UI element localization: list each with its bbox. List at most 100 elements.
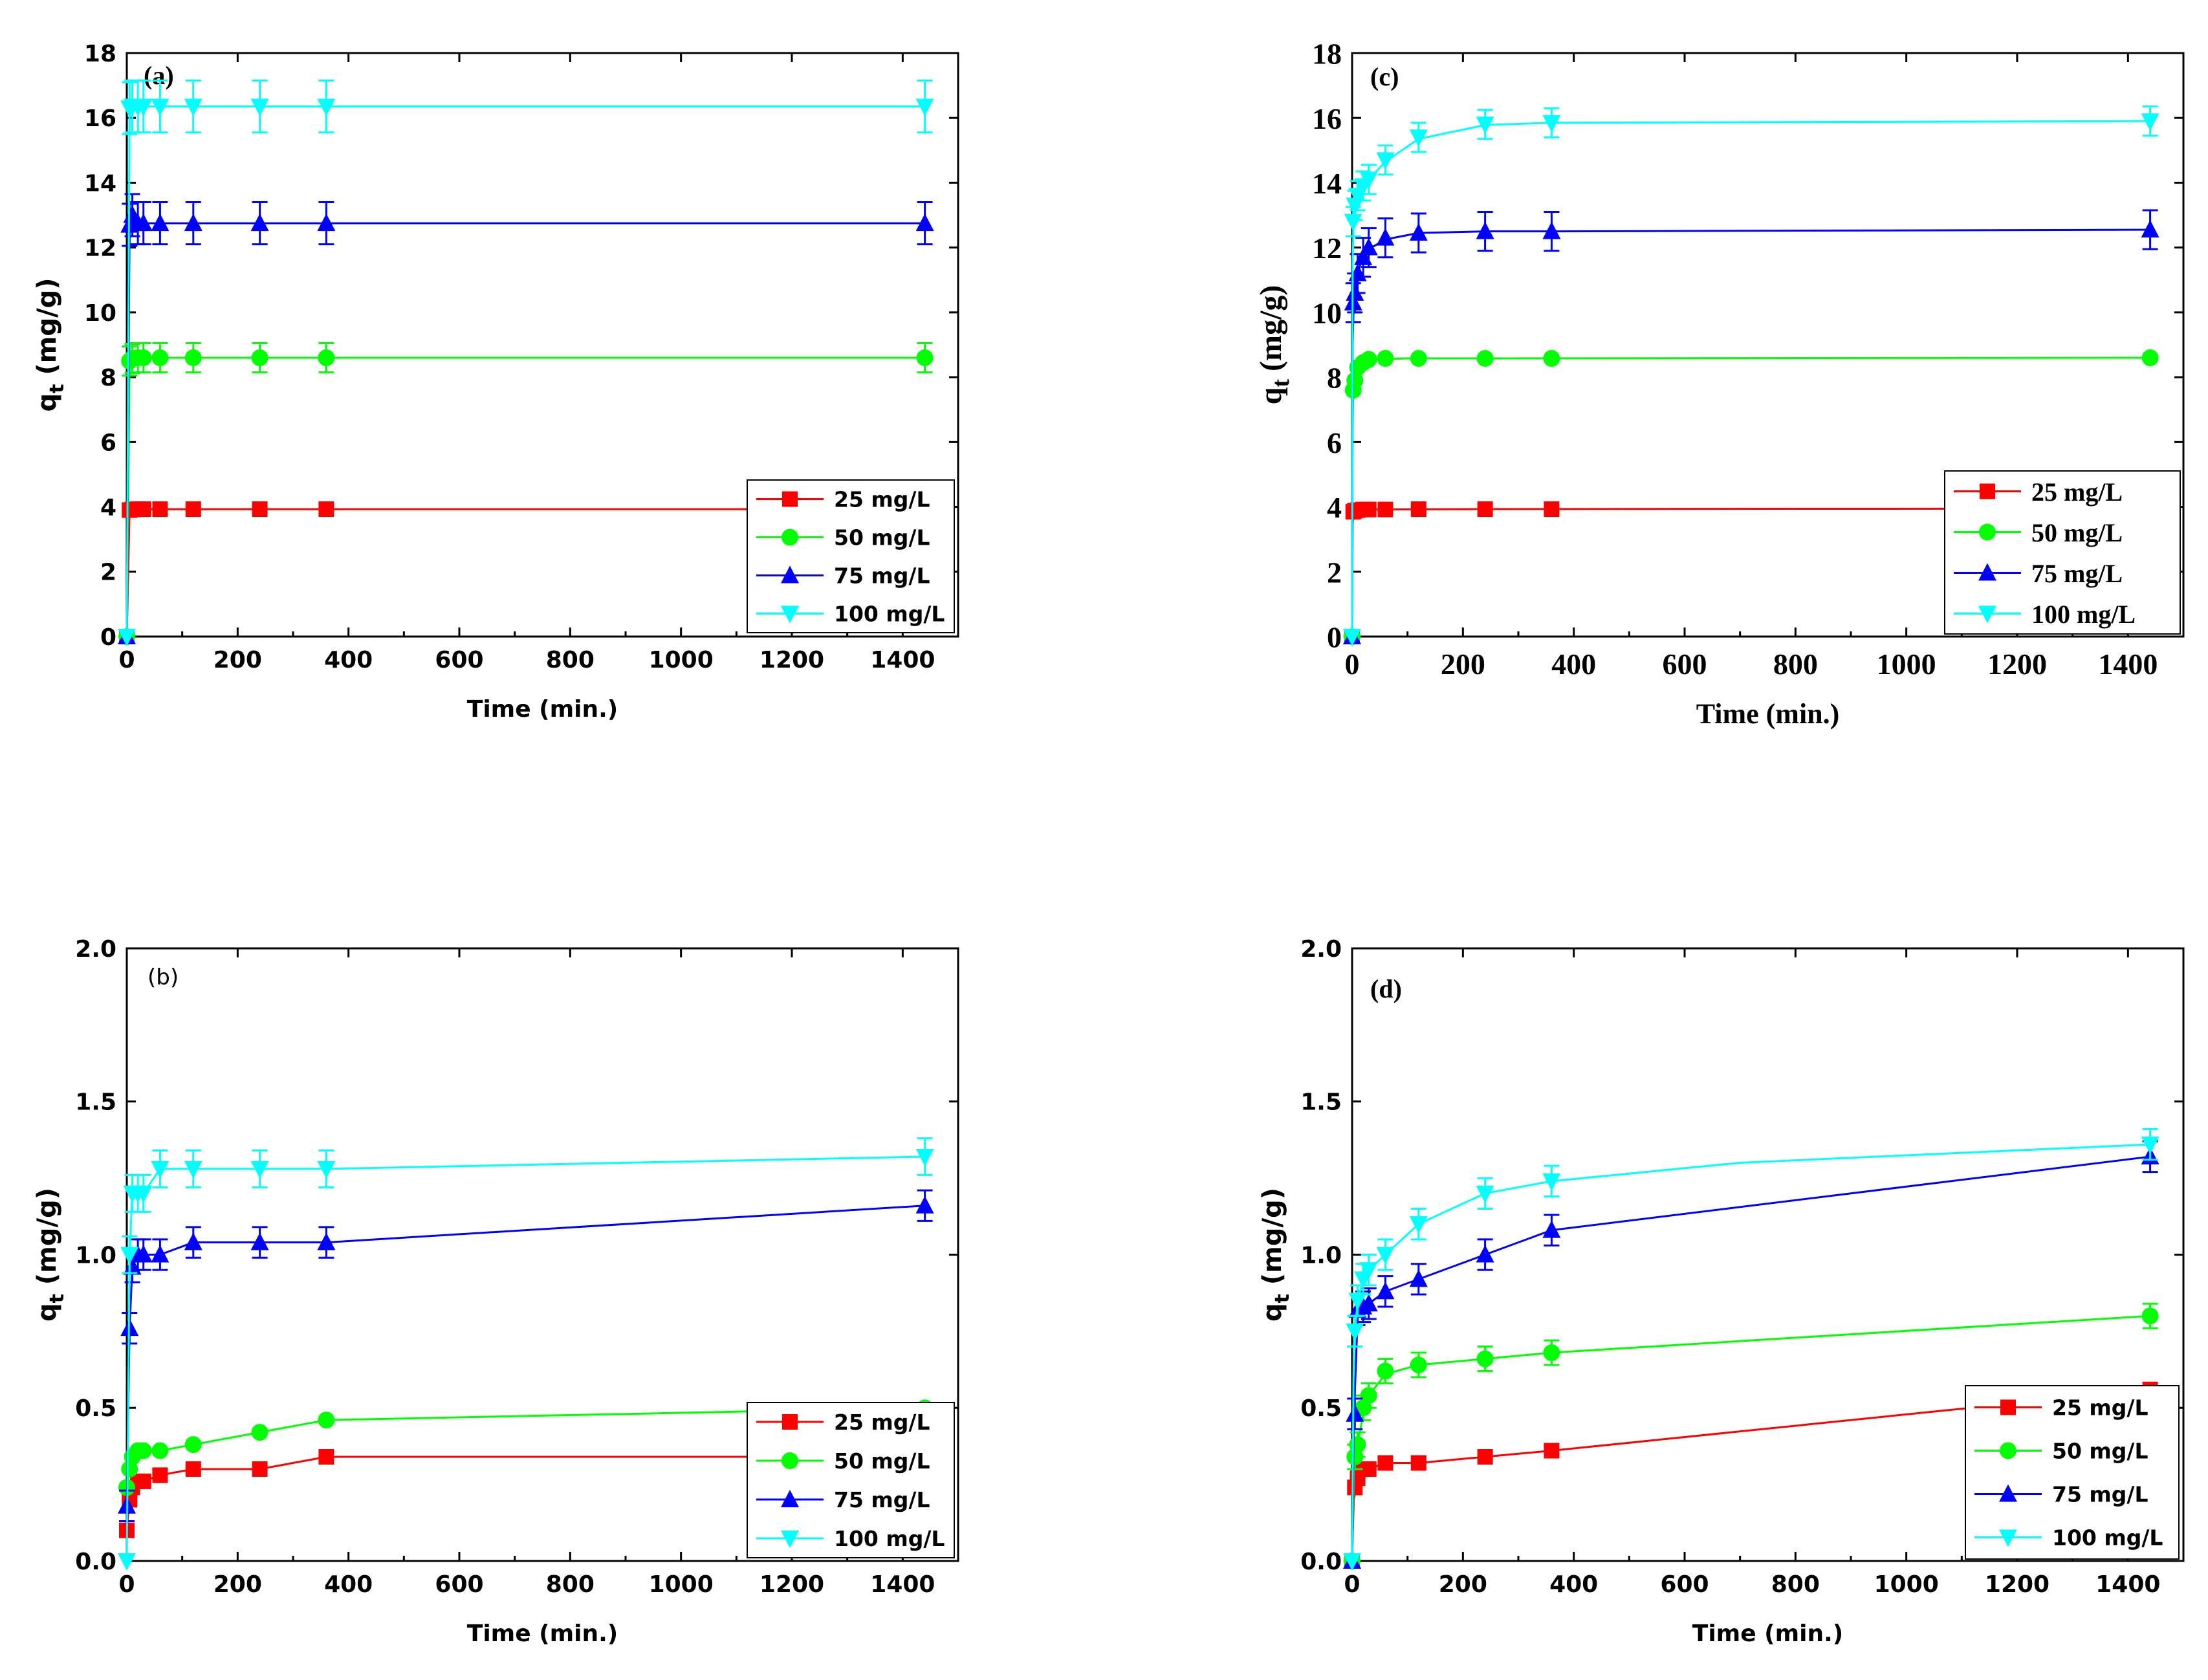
x-tick-label: 600 (435, 647, 483, 673)
y-tick-label: 0 (1327, 621, 1342, 654)
y-tick-label: 2 (1327, 556, 1342, 589)
chart-panel-c: 0 200 400 600 800 1000 1200 1400 0 2 4 6 8 10 12 14 16 18… (1254, 38, 2185, 730)
data-point (318, 349, 335, 367)
legend-marker (781, 605, 799, 624)
data-point (1544, 1443, 1560, 1459)
y-tick-label: 16 (84, 105, 116, 132)
data-point (2141, 1137, 2159, 1155)
x-tick-label: 400 (324, 1571, 373, 1598)
legend-label: 75 mg/L (834, 563, 930, 588)
data-point (2141, 349, 2159, 367)
data-point (135, 349, 152, 367)
data-point (1544, 501, 1560, 518)
data-point (250, 1161, 269, 1179)
data-point (184, 1436, 202, 1454)
legend-label: 50 mg/L (2031, 518, 2123, 547)
series-25-mg-l (1344, 1381, 2158, 1569)
x-tick-label: 0 (1344, 1571, 1360, 1598)
x-tick-label: 200 (1439, 1571, 1487, 1598)
legend-marker (1980, 483, 1995, 499)
legend-label: 25 mg/L (2031, 477, 2123, 507)
data-point (251, 1424, 268, 1441)
data-point (1359, 1294, 1378, 1312)
data-point (1410, 350, 1427, 367)
data-point (2141, 113, 2159, 131)
panel-label: (d) (1370, 974, 1402, 1003)
data-point (1476, 1185, 1494, 1203)
data-point (1377, 501, 1394, 518)
x-tick-label: 1200 (1987, 648, 2047, 681)
data-point (1360, 351, 1377, 368)
data-point (1542, 115, 1561, 133)
data-point (251, 349, 268, 367)
data-point (1410, 501, 1426, 518)
y-tick-label: 1.0 (1300, 1242, 1342, 1269)
data-point (1476, 116, 1494, 135)
data-point (1476, 1245, 1494, 1263)
legend-marker (1979, 523, 1996, 541)
data-point (1376, 1282, 1395, 1300)
x-tick-label: 600 (435, 1571, 483, 1598)
data-point (1542, 221, 1561, 239)
data-point (1543, 350, 1560, 367)
y-axis-label-unit: (mg/g) (32, 278, 62, 384)
data-point (318, 501, 334, 518)
legend-marker (1978, 605, 1996, 624)
y-axis-label-unit: (mg/g) (1258, 1188, 1287, 1294)
legend-marker (782, 529, 798, 546)
y-tick-label: 0.0 (75, 1549, 116, 1575)
y-axis-label-subscript: t (46, 1294, 69, 1303)
y-tick-label: 12 (1312, 232, 1342, 265)
data-point (134, 98, 153, 116)
x-tick-label: 400 (324, 647, 373, 673)
y-tick-label: 6 (1327, 426, 1342, 459)
x-axis-label: Time (min.) (467, 1620, 618, 1647)
data-point (1376, 228, 1395, 246)
y-tick-label: 10 (84, 300, 116, 327)
y-tick-label: 8 (100, 365, 116, 391)
y-tick-label: 0.5 (1300, 1395, 1342, 1422)
data-point (2141, 1307, 2159, 1325)
data-point (134, 213, 153, 232)
data-point (135, 1473, 151, 1489)
data-point (118, 1553, 136, 1571)
x-tick-label: 800 (1771, 1571, 1820, 1598)
x-tick-label: 1000 (1877, 648, 1936, 681)
x-tick-label: 200 (213, 1571, 262, 1598)
data-point (1476, 221, 1494, 239)
y-tick-label: 0.5 (75, 1395, 116, 1422)
data-point (915, 1195, 934, 1214)
chart-panel-d: 0 200 400 600 800 1000 1200 1400 0.0 0.5 1.0 1.5 2.0… (1258, 936, 2185, 1647)
series-75-mg-l (118, 1189, 934, 1522)
legend-label: 25 mg/L (834, 486, 930, 512)
legend-label: 100 mg/L (2031, 600, 2136, 629)
x-tick-label: 0 (118, 1571, 135, 1598)
legend: 25 mg/L 50 mg/L 75 mg/L 100 mg/L (747, 1402, 955, 1558)
data-point (1348, 1293, 1367, 1311)
data-point (1542, 1220, 1561, 1238)
y-tick-label: 18 (1312, 38, 1342, 71)
legend-marker (781, 1490, 799, 1507)
y-axis-label: qt (mg/g) (1258, 1188, 1294, 1322)
x-tick-label: 600 (1663, 648, 1707, 681)
data-point (317, 98, 336, 116)
y-tick-label: 12 (84, 235, 116, 262)
data-point (1477, 501, 1493, 518)
series-100-mg-l (118, 80, 934, 646)
data-point (152, 1467, 168, 1483)
data-point (134, 1185, 153, 1203)
series-100-mg-l (1343, 105, 2159, 646)
data-point (1476, 350, 1494, 367)
y-tick-label: 8 (1327, 362, 1342, 395)
legend-marker (781, 565, 799, 584)
series-75-mg-l (118, 193, 934, 644)
y-tick-label: 4 (100, 495, 116, 521)
data-point (118, 629, 136, 646)
y-axis-label-symbol: q (1258, 1303, 1287, 1322)
data-point (250, 213, 269, 232)
x-tick-label: 1200 (1985, 1571, 2050, 1598)
x-axis-label: Time (min.) (467, 696, 618, 723)
y-tick-label: 1.5 (1300, 1089, 1342, 1116)
